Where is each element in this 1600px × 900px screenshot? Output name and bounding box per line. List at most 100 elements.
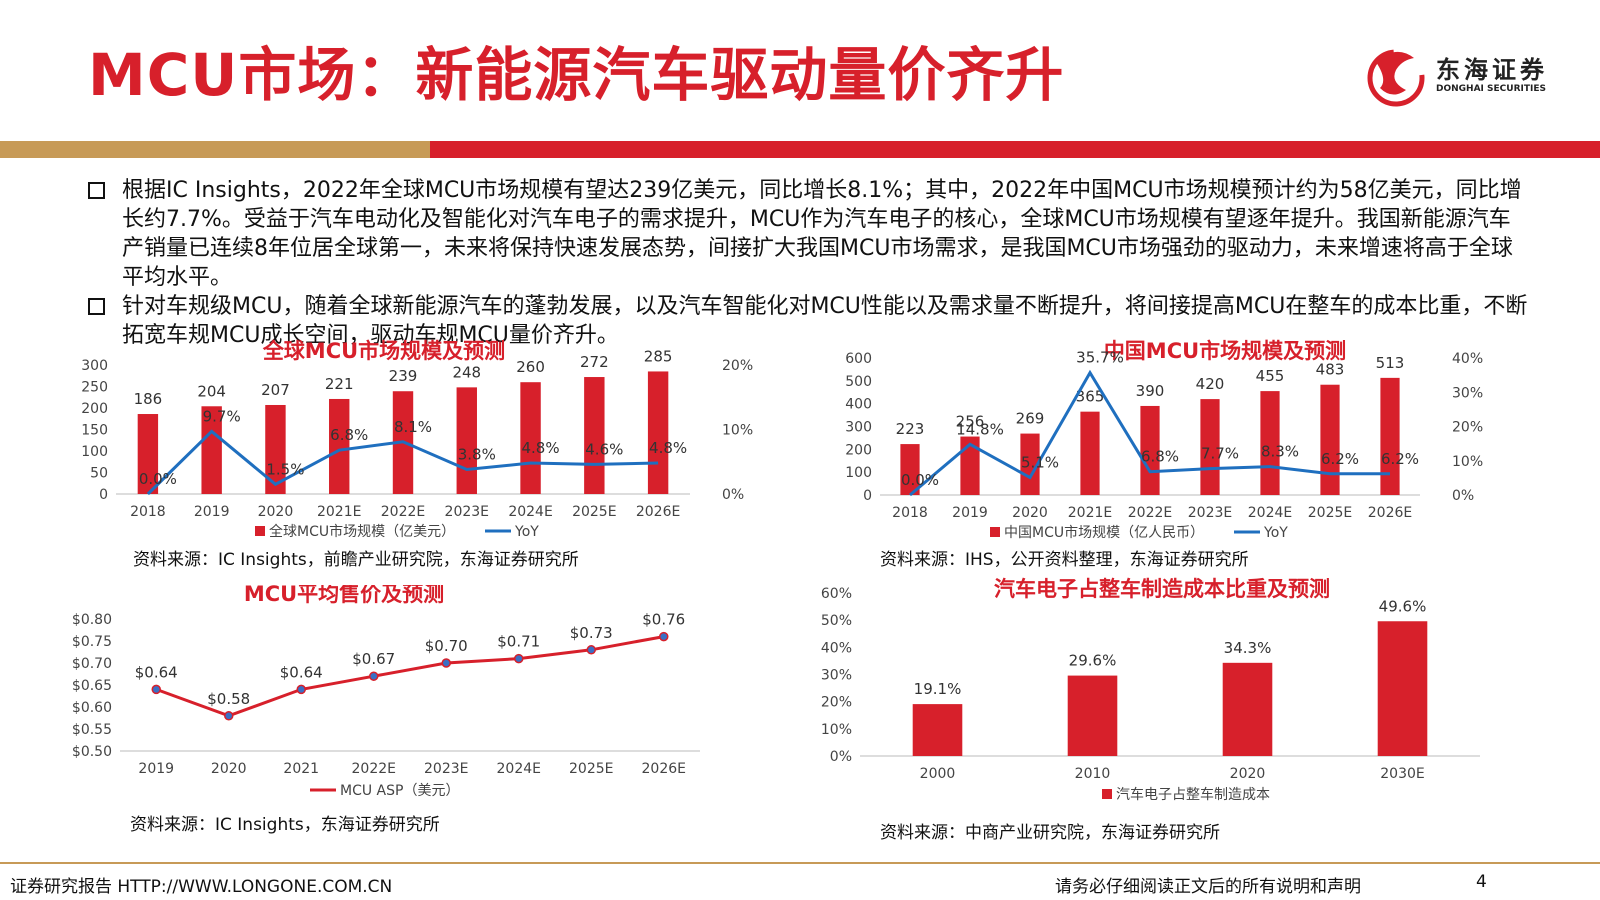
bar-value-label: 239: [389, 367, 418, 385]
bar-value-label: 272: [580, 353, 609, 371]
source-note-3: 资料来源：IC Insights，东海证券研究所: [130, 815, 440, 835]
y-tick-label: 100: [81, 444, 108, 460]
y-tick-label: 60%: [821, 586, 852, 602]
bar: [900, 444, 920, 495]
x-tick-label: 2025E: [1308, 505, 1352, 521]
bullet-list: 根据IC Insights，2022年全球MCU市场规模有望达239亿美元，同比…: [88, 176, 1528, 350]
x-tick-label: 2018: [130, 504, 166, 520]
y-tick-label: 250: [81, 380, 108, 396]
series-line: [146, 429, 659, 496]
legend-label: YoY: [514, 524, 539, 540]
x-tick-label: 2019: [952, 505, 988, 521]
data-point: [659, 631, 669, 642]
data-point: [586, 645, 596, 655]
x-tick-label: 2019: [138, 761, 174, 777]
y-tick-label: 500: [845, 374, 872, 390]
bar-value-label: 483: [1316, 361, 1345, 379]
bar-value-label: 365: [1076, 388, 1105, 406]
line-value-label: $0.64: [280, 663, 323, 681]
x-tick-label: 2022E: [1128, 505, 1172, 521]
x-tick-label: 2024E: [508, 504, 552, 520]
page-title: MCU市场：新能源汽车驱动量价齐升: [88, 41, 1065, 109]
bar: [584, 377, 605, 494]
bar-value-label: 390: [1136, 382, 1165, 400]
y-tick-label: $0.55: [72, 722, 112, 738]
x-tick-label: 2021: [283, 761, 319, 777]
bar: [1380, 377, 1400, 495]
bar: [265, 404, 286, 494]
bar: [201, 406, 222, 494]
x-tick-label: 2020: [1230, 766, 1266, 782]
x-tick-label: 2000: [920, 766, 956, 782]
bar: [520, 382, 541, 494]
legend-swatch: [990, 527, 1000, 537]
bar-value-label: 186: [134, 390, 163, 408]
y-tick-label: 50%: [821, 613, 852, 629]
y-tick-label: 200: [81, 401, 108, 417]
footer-divider: [0, 862, 1600, 864]
y-tick-label: 50: [90, 466, 108, 482]
bar-value-label: 221: [325, 375, 354, 393]
x-tick-label: 2018: [892, 505, 928, 521]
y-tick-label: $0.70: [72, 656, 112, 672]
x-tick-label: 2024E: [497, 761, 541, 777]
bar: [647, 371, 669, 494]
x-tick-label: 2022E: [381, 504, 425, 520]
data-point: [224, 711, 234, 721]
footer-website[interactable]: 证券研究报告 HTTP://WWW.LONGONE.COM.CN: [10, 877, 393, 897]
line-value-label: $0.71: [497, 633, 540, 651]
line-value-label: $0.64: [135, 663, 178, 681]
bar: [960, 436, 980, 495]
x-tick-label: 2020: [258, 504, 294, 520]
y2-tick-label: 30%: [1452, 385, 1483, 401]
bar: [1067, 675, 1118, 756]
auto-electronics-cost-chart: 汽车电子占整车制造成本比重及预测 0% 10% 20% 30% 40% 50% 60% 2000…: [821, 577, 1480, 803]
y-tick-label: $0.60: [72, 700, 112, 716]
y-tick-label: 100: [845, 465, 872, 481]
y-tick-label: 300: [81, 358, 108, 374]
y-tick-label: 400: [845, 397, 872, 413]
x-tick-label: 2020: [211, 761, 247, 777]
line-value-label: 6.2%: [1321, 450, 1359, 468]
x-tick-label: 2021E: [1068, 505, 1112, 521]
legend-label: 中国MCU市场规模（亿人民币）: [1004, 524, 1204, 541]
line-value-label: 1.5%: [266, 460, 304, 478]
line-value-label: 9.7%: [203, 407, 241, 425]
y-tick-label: $0.75: [72, 634, 112, 650]
bar: [1260, 391, 1280, 495]
line-value-label: 3.8%: [458, 445, 496, 463]
line-value-label: 0.0%: [901, 471, 939, 489]
y-tick-label: 600: [845, 351, 872, 367]
bar-value-label: 19.1%: [914, 680, 962, 698]
line-value-label: $0.73: [570, 624, 613, 642]
legend-label: MCU ASP（美元）: [340, 783, 459, 799]
bullet-text: 针对车规级MCU，随着全球新能源汽车的蓬勃发展，以及汽车智能化对MCU性能以及需…: [122, 294, 1528, 348]
x-tick-label: 2030E: [1380, 766, 1424, 782]
series-line: [155, 635, 665, 718]
china-mcu-market-chart: 中国MCU市场规模及预测 0 100 200 300 400 500 600 0% 10% 20% 3…: [845, 339, 1483, 541]
company-logo: 东海证券 DONGHAI SECURITIES: [1362, 40, 1572, 112]
x-tick-label: 2019: [194, 504, 230, 520]
x-tick-label: 2021E: [317, 504, 361, 520]
global-mcu-market-chart: 全球MCU市场规模及预测 0 50 100 150 200 250 300 0% 10% 20% 20…: [81, 339, 753, 540]
bar: [1080, 411, 1100, 495]
checkbox-bullet-icon: [88, 298, 105, 315]
y-tick-label: 20%: [821, 695, 852, 711]
bar-value-label: 204: [197, 382, 226, 400]
checkbox-bullet-icon: [88, 182, 105, 199]
x-tick-label: 2025E: [572, 504, 616, 520]
bar: [1200, 399, 1220, 495]
y2-tick-label: 0%: [1452, 488, 1474, 504]
data-point: [151, 684, 161, 695]
source-note-1: 资料来源：IC Insights，前瞻产业研究院，东海证券研究所: [133, 550, 579, 570]
footer-disclaimer: 请务必仔细阅读正文后的所有说明和声明: [1055, 877, 1361, 897]
bar-value-label: 248: [452, 363, 481, 381]
bar: [456, 387, 477, 494]
legend-label: 汽车电子占整车制造成本: [1116, 786, 1270, 803]
chart-title: 汽车电子占整车制造成本比重及预测: [994, 577, 1330, 601]
y-tick-label: $0.50: [72, 744, 112, 760]
line-value-label: $0.58: [207, 690, 250, 708]
x-tick-label: 2026E: [636, 504, 680, 520]
y-tick-label: 10%: [821, 722, 852, 738]
line-value-label: $0.70: [425, 637, 468, 655]
